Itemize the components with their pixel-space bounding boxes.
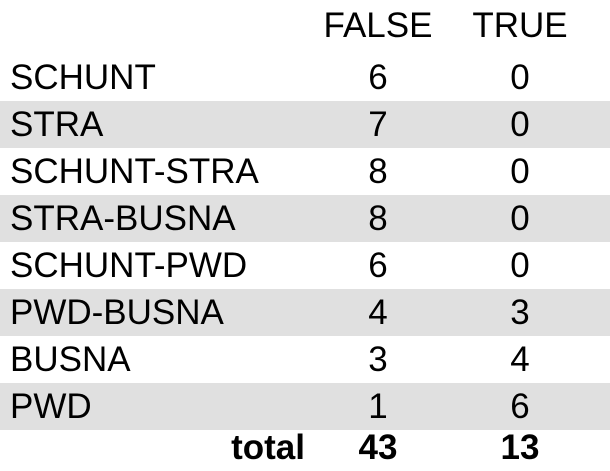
row-label: PWD-BUSNA xyxy=(10,293,224,332)
table-row: BUSNA 3 4 xyxy=(0,336,610,383)
row-label: STRA xyxy=(10,105,104,144)
table-row: SCHUNT 6 0 xyxy=(0,54,610,101)
row-label: STRA-BUSNA xyxy=(10,199,236,238)
false-value: 7 xyxy=(368,105,388,144)
true-value: 0 xyxy=(510,105,530,144)
table-row: PWD-BUSNA 4 3 xyxy=(0,289,610,336)
false-value: 8 xyxy=(368,152,388,191)
table-row: PWD 1 6 xyxy=(0,383,610,430)
true-value: 6 xyxy=(510,387,530,426)
total-label: total xyxy=(231,428,305,467)
table-row: SCHUNT-STRA 8 0 xyxy=(0,148,610,195)
true-value: 0 xyxy=(510,199,530,238)
false-value: 3 xyxy=(368,340,388,379)
header-row: FALSE TRUE xyxy=(0,2,610,49)
false-total-value: 43 xyxy=(358,428,398,467)
column-header-false: FALSE xyxy=(323,6,433,45)
false-value: 8 xyxy=(368,199,388,238)
column-header-true: TRUE xyxy=(472,6,568,45)
false-value: 6 xyxy=(368,246,388,285)
true-value: 0 xyxy=(510,58,530,97)
row-label: SCHUNT xyxy=(10,58,156,97)
true-total-value: 13 xyxy=(500,428,540,467)
table-row: STRA 7 0 xyxy=(0,101,610,148)
false-value: 1 xyxy=(368,387,388,426)
table-row: SCHUNT-PWD 6 0 xyxy=(0,242,610,289)
true-value: 0 xyxy=(510,152,530,191)
true-value: 3 xyxy=(510,293,530,332)
false-value: 4 xyxy=(368,293,388,332)
table-row: STRA-BUSNA 8 0 xyxy=(0,195,610,242)
row-label: PWD xyxy=(10,387,92,426)
true-value: 0 xyxy=(510,246,530,285)
false-value: 6 xyxy=(368,58,388,97)
total-row: total 43 13 xyxy=(0,424,610,471)
true-value: 4 xyxy=(510,340,530,379)
row-label: SCHUNT-STRA xyxy=(10,152,259,191)
row-label: BUSNA xyxy=(10,340,131,379)
row-label: SCHUNT-PWD xyxy=(10,246,248,285)
